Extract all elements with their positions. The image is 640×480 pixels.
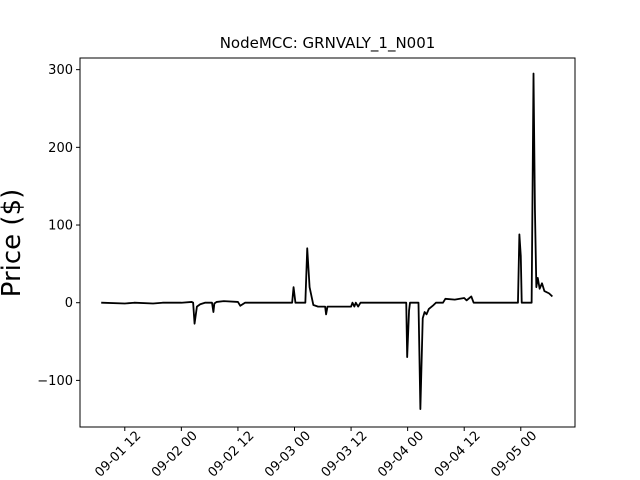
x-tick-label: 09-05 00: [488, 429, 540, 480]
y-tick-label: 300: [48, 63, 73, 78]
x-tick-label: 09-01 12: [92, 429, 144, 480]
x-tick-label: 09-02 00: [149, 429, 201, 480]
x-tick-label: 09-03 12: [319, 429, 371, 480]
chart-title: NodeMCC: GRNVALY_1_N001: [220, 34, 436, 53]
x-tick-label: 09-04 00: [375, 429, 427, 480]
x-tick-label: 09-04 12: [432, 429, 484, 480]
y-tick-label: 100: [48, 219, 73, 234]
x-tick-label: 09-03 00: [262, 429, 314, 480]
price-line: [101, 72, 553, 411]
y-tick-label: 0: [65, 296, 73, 311]
y-tick-label: 200: [48, 141, 73, 156]
y-axis-label: Price ($): [0, 189, 27, 298]
plot-frame: [79, 57, 576, 428]
y-tick-label: −100: [37, 374, 73, 389]
x-tick-label: 09-02 12: [205, 429, 257, 480]
